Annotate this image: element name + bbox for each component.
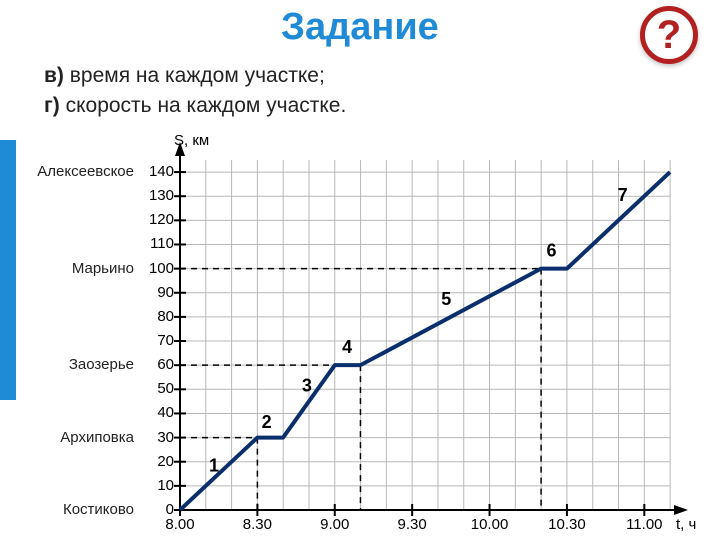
y-tick-label: 130 — [140, 187, 174, 204]
help-icon: ? — [657, 13, 681, 58]
segment-label: 6 — [546, 241, 556, 261]
y-tick-label: 40 — [140, 404, 174, 421]
chart-area: S, км t, ч 1234567 010203040506070809010… — [0, 130, 720, 540]
y-tick-label: 30 — [140, 429, 174, 446]
station-label: Марьино — [16, 260, 134, 277]
y-tick-label: 100 — [140, 260, 174, 277]
y-tick-label: 20 — [140, 453, 174, 470]
station-label: Архиповка — [16, 429, 134, 446]
x-tick-label: 10.30 — [537, 516, 597, 533]
x-tick-label: 9.00 — [305, 516, 365, 533]
task-key-v: в) — [44, 64, 64, 87]
segment-label: 3 — [302, 376, 312, 396]
x-tick-label: 9.30 — [382, 516, 442, 533]
y-tick-label: 70 — [140, 332, 174, 349]
y-tick-label: 110 — [140, 235, 174, 252]
station-label: Заозерье — [16, 356, 134, 373]
task-line-g: г) скорость на каждом участке. — [44, 94, 346, 118]
x-tick-label: 8.30 — [227, 516, 287, 533]
segment-label: 5 — [441, 289, 451, 309]
page-root: Задание ? в) время на каждом участке; г)… — [0, 0, 720, 540]
chart-svg: 1 2 3 4 5 6 7 — [0, 130, 720, 540]
station-label: Костиково — [16, 501, 134, 518]
segment-label: 4 — [342, 337, 352, 357]
y-tick-label: 120 — [140, 211, 174, 228]
y-tick-label: 10 — [140, 477, 174, 494]
y-tick-label: 60 — [140, 356, 174, 373]
y-tick-label: 80 — [140, 308, 174, 325]
task-text-g: скорость на каждом участке. — [66, 94, 347, 117]
help-badge: ? — [640, 6, 698, 64]
x-tick-label: 10.00 — [460, 516, 520, 533]
y-tick-label: 90 — [140, 284, 174, 301]
segment-label: 1 — [209, 455, 219, 475]
task-list: в) время на каждом участке; г) скорость … — [44, 64, 346, 124]
task-key-g: г) — [44, 94, 60, 117]
segment-label: 2 — [262, 412, 272, 432]
station-label: Алексеевское — [16, 163, 134, 180]
y-tick-label: 140 — [140, 163, 174, 180]
task-text-v: время на каждом участке; — [70, 64, 325, 87]
segment-label: 7 — [618, 185, 628, 205]
task-line-v: в) время на каждом участке; — [44, 64, 346, 88]
page-title: Задание — [0, 6, 720, 49]
y-tick-label: 50 — [140, 380, 174, 397]
x-tick-label: 8.00 — [150, 516, 210, 533]
x-tick-label: 11.00 — [614, 516, 674, 533]
